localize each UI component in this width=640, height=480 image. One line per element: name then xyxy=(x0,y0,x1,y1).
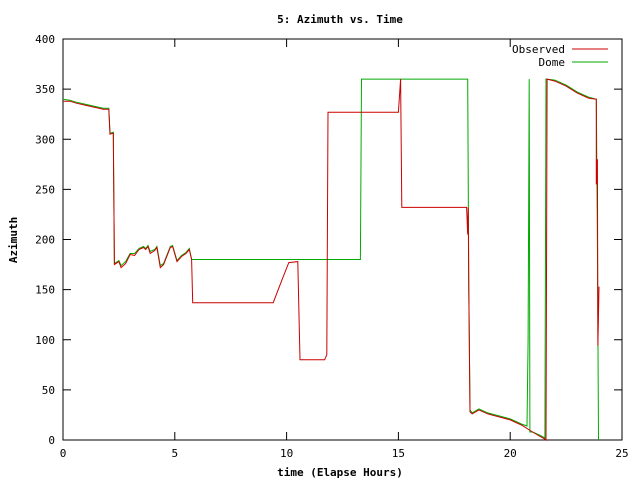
y-axis: 0 50 100 150 200 250 300 350 400 xyxy=(35,33,622,447)
y-tick-label: 150 xyxy=(35,284,55,297)
plot-border xyxy=(62,38,623,441)
x-tick-label: 5 xyxy=(171,447,178,460)
chart-title: 5: Azimuth vs. Time xyxy=(277,13,403,26)
x-tick-label: 10 xyxy=(280,447,293,460)
plot-frame xyxy=(62,38,623,441)
series-line-dome xyxy=(62,78,599,441)
x-tick-label: 20 xyxy=(504,447,517,460)
y-tick-label: 50 xyxy=(42,384,55,397)
x-tick-label: 15 xyxy=(392,447,405,460)
legend-label-observed: Observed xyxy=(512,43,565,56)
y-tick-label: 400 xyxy=(35,33,55,46)
x-axis-label: time (Elapse Hours) xyxy=(277,466,403,479)
series-line-observed xyxy=(63,78,600,442)
y-axis-label: Azimuth xyxy=(7,217,20,263)
series-lines xyxy=(62,78,600,442)
y-tick-label: 300 xyxy=(35,133,55,146)
y-tick-label: 0 xyxy=(48,434,55,447)
x-axis: 0 5 10 15 20 25 xyxy=(60,39,629,460)
x-tick-label: 0 xyxy=(60,447,67,460)
x-tick-label: 25 xyxy=(615,447,628,460)
y-tick-label: 250 xyxy=(35,183,55,196)
y-tick-label: 350 xyxy=(35,83,55,96)
y-tick-label: 200 xyxy=(35,234,55,247)
legend-label-dome: Dome xyxy=(539,56,566,69)
y-tick-label: 100 xyxy=(35,334,55,347)
